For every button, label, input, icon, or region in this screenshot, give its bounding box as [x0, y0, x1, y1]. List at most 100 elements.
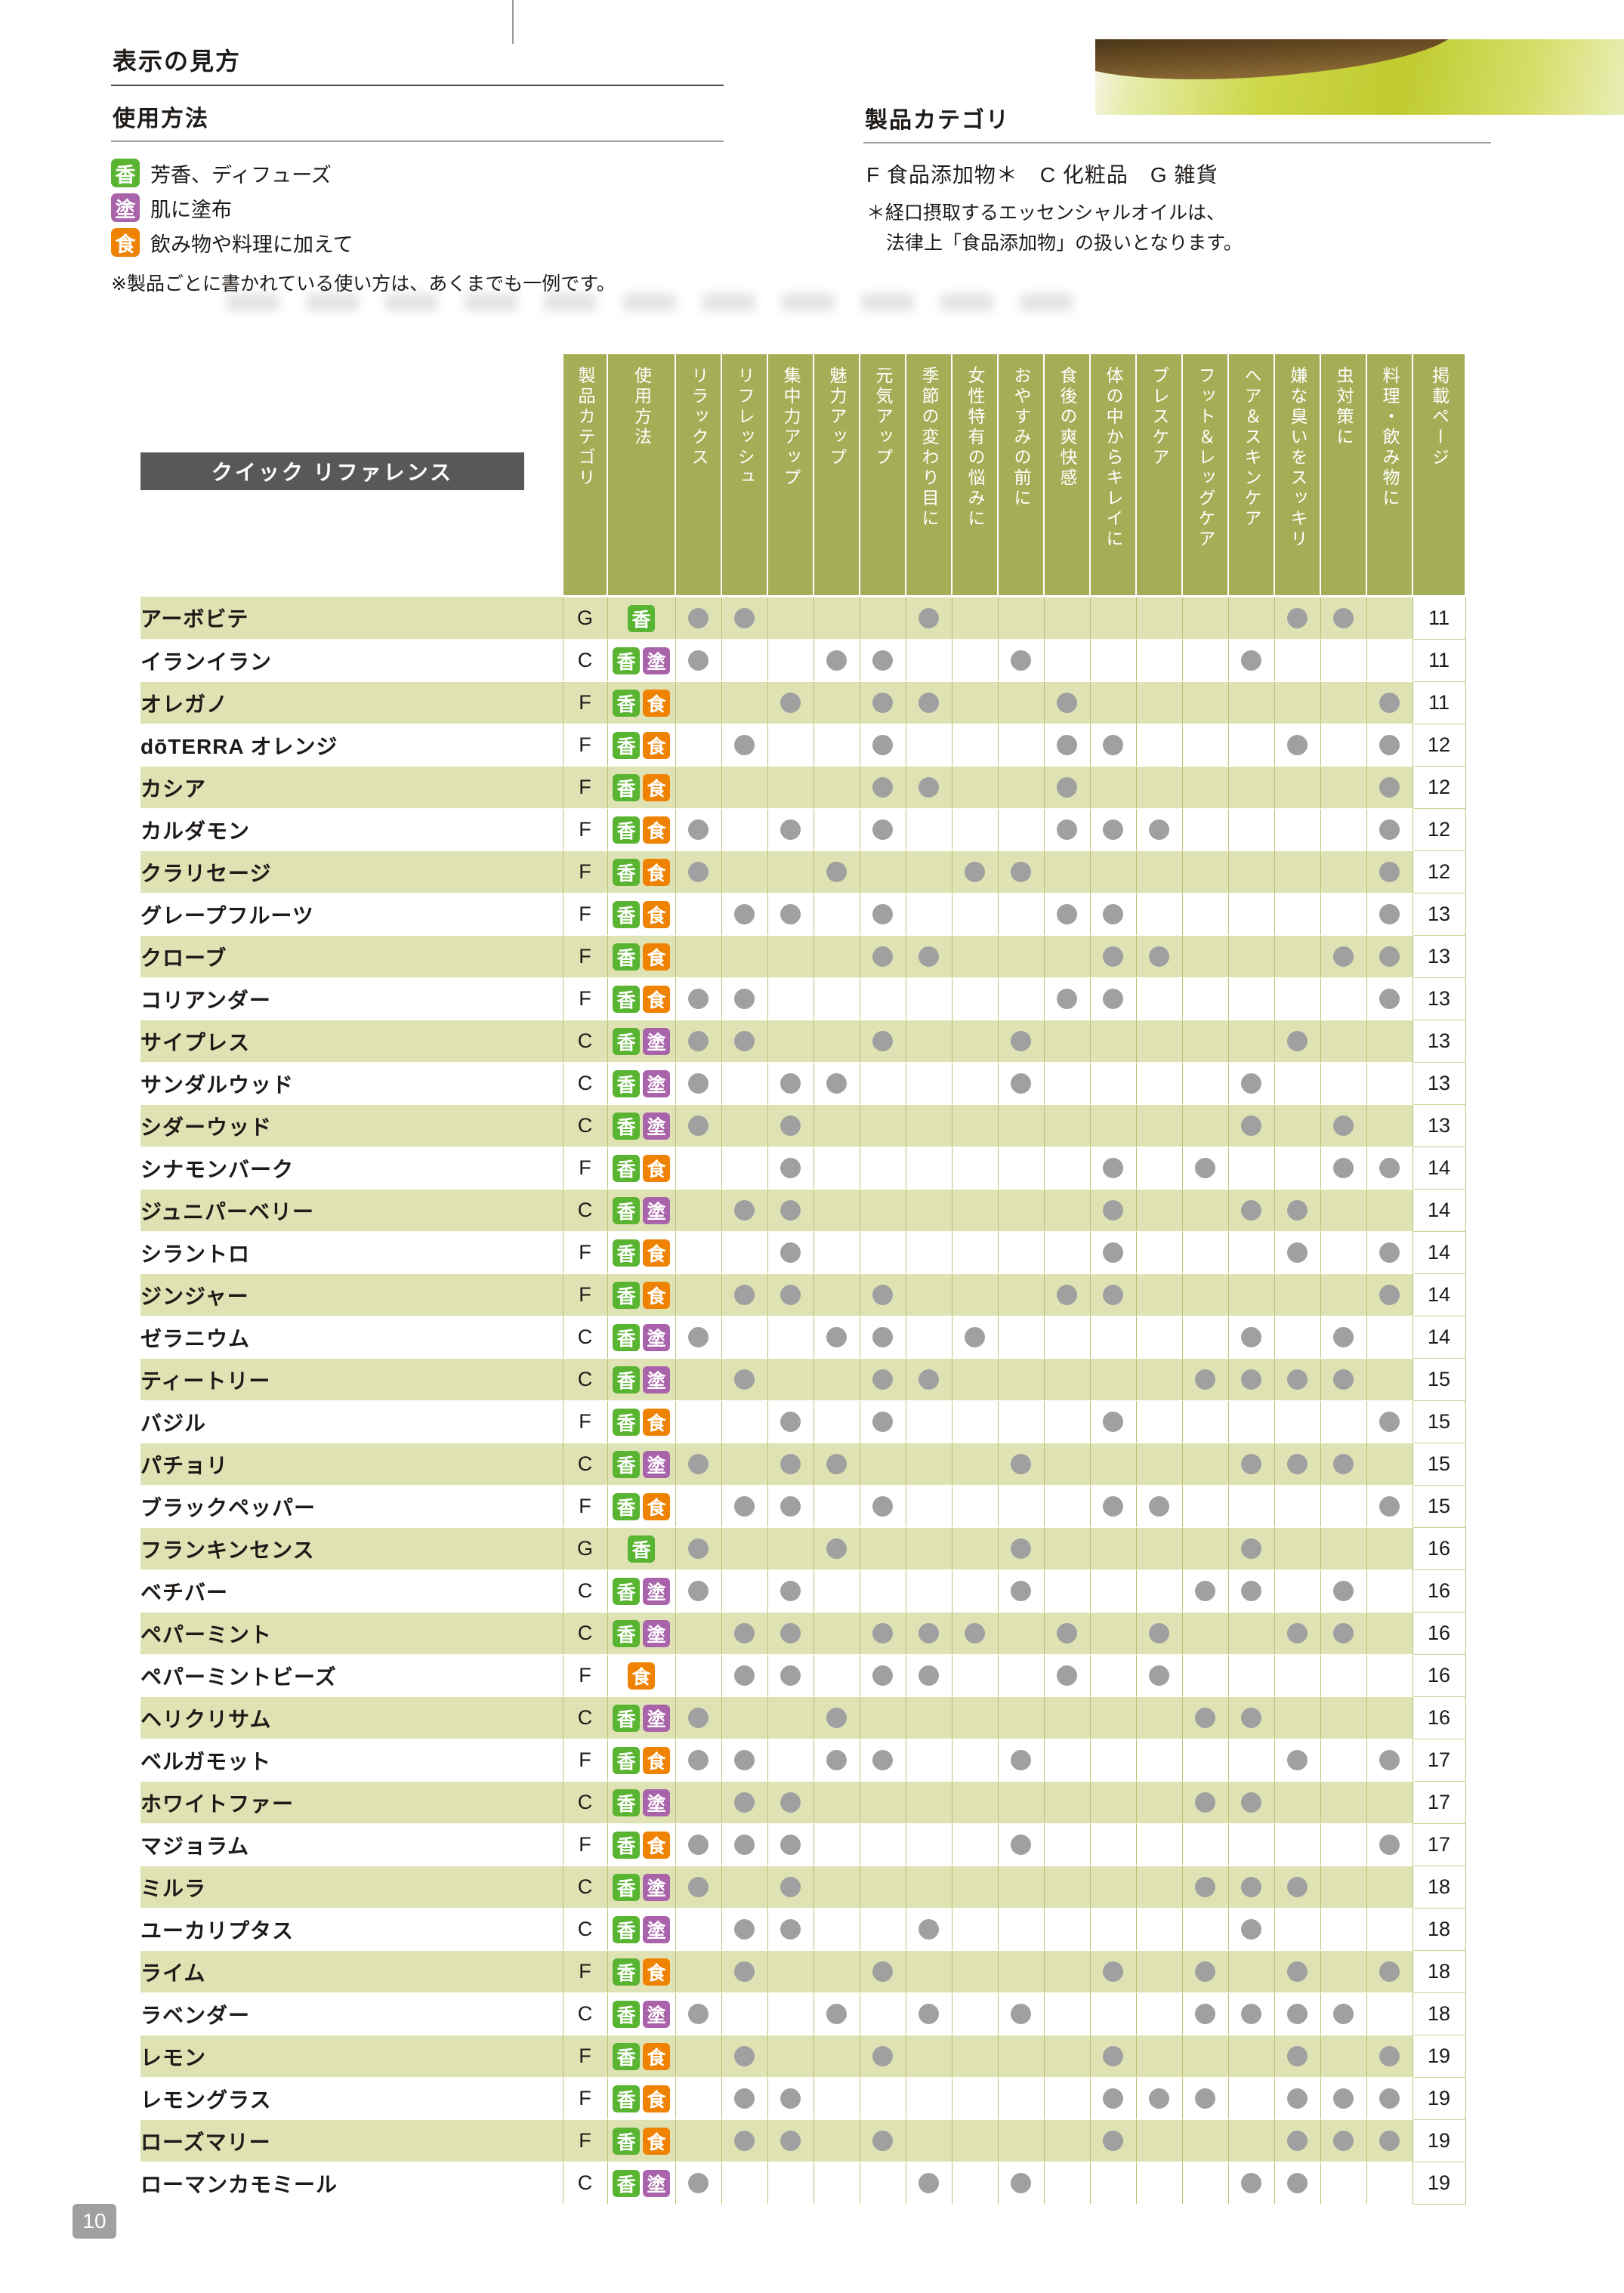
benefit-cell	[951, 977, 998, 1020]
col-benefit-16: 料理・飲み物に	[1366, 354, 1413, 597]
benefit-dot	[1195, 1581, 1215, 1601]
benefit-cell	[1320, 850, 1366, 893]
product-category: F	[562, 1146, 607, 1190]
benefit-cell	[859, 1316, 906, 1359]
catalog-page-number: 12	[1412, 766, 1466, 809]
benefit-cell	[813, 1443, 860, 1486]
benefit-dot	[1103, 1412, 1123, 1432]
benefit-cell	[1274, 1950, 1320, 1993]
usage-legend-label: 肌に塗布	[150, 198, 232, 221]
benefit-cell	[859, 2077, 906, 2120]
benefit-cell	[1366, 1316, 1413, 1359]
product-row: グレープフルーツ F 香食 13	[140, 893, 1466, 936]
usage-icon-香: 香	[613, 1831, 640, 1859]
benefit-cell	[1320, 893, 1366, 936]
benefit-cell	[859, 2119, 906, 2162]
benefit-cell	[951, 1866, 998, 1909]
benefit-cell	[675, 1527, 721, 1570]
benefit-cell	[859, 1823, 906, 1866]
benefit-cell	[675, 1231, 721, 1274]
benefit-dot	[1287, 2173, 1308, 2193]
benefit-dot	[1287, 1961, 1308, 1982]
benefit-dot	[1011, 1031, 1031, 1051]
benefit-dot	[872, 693, 893, 713]
benefit-cell	[1366, 1654, 1413, 1697]
catalog-page-number: 18	[1412, 1908, 1466, 1951]
benefit-cell	[1089, 1696, 1136, 1739]
product-row: ライム F 香食 18	[140, 1950, 1466, 1993]
usage-icons: 香食	[607, 850, 675, 893]
benefit-cell	[675, 766, 721, 809]
benefit-dot	[1379, 989, 1400, 1009]
product-category: F	[562, 1950, 607, 1993]
benefit-dot	[1287, 608, 1308, 628]
benefit-dot	[872, 1961, 893, 1982]
catalog-page-number: 11	[1412, 639, 1466, 682]
benefit-cell	[859, 1189, 906, 1232]
benefit-dot	[1379, 2088, 1400, 2109]
benefit-cell	[1227, 1020, 1274, 1063]
usage-icon-食: 食	[643, 900, 670, 928]
benefit-cell	[1227, 1231, 1274, 1274]
benefit-cell	[997, 1104, 1044, 1147]
benefit-cell	[675, 2162, 721, 2205]
benefit-dot	[826, 1750, 847, 1770]
benefit-cell	[1135, 2077, 1182, 2120]
benefit-dot	[872, 904, 893, 924]
benefit-cell	[905, 2077, 952, 2120]
benefit-cell	[951, 724, 998, 767]
benefit-cell	[1366, 681, 1413, 724]
benefit-cell	[905, 2119, 952, 2162]
product-row: ジュニパーベリー C 香塗 14	[140, 1189, 1466, 1232]
col-benefit-8: おやすみの前に	[997, 354, 1044, 597]
benefit-cell	[859, 1146, 906, 1190]
usage-icon-香: 香	[613, 647, 640, 674]
benefit-dot	[872, 650, 893, 671]
col-category: 製品カテゴリ	[562, 354, 607, 597]
benefit-cell	[813, 850, 860, 893]
benefit-cell	[1274, 2077, 1320, 2120]
catalog-page-number: 13	[1412, 977, 1466, 1020]
product-category: F	[562, 850, 607, 893]
benefit-cell	[1274, 1569, 1320, 1613]
benefit-cell	[1043, 1400, 1090, 1443]
usage-icons: 香食	[607, 808, 675, 851]
benefit-cell	[997, 1062, 1044, 1105]
benefit-cell	[721, 1485, 767, 1528]
benefit-dot	[1241, 1073, 1261, 1094]
usage-icon-食: 食	[643, 943, 670, 971]
usage-icon-香: 香	[628, 604, 655, 632]
usage-icon-香: 香	[613, 731, 640, 759]
benefit-cell	[675, 1739, 721, 1782]
usage-icon-香: 香	[613, 1366, 640, 1393]
usage-icons: 香	[607, 1527, 675, 1570]
benefit-cell	[721, 1316, 767, 1359]
benefit-cell	[997, 1823, 1044, 1866]
benefit-cell	[1043, 1866, 1090, 1909]
benefit-cell	[1043, 1316, 1090, 1359]
benefit-dot	[1011, 862, 1031, 882]
benefit-cell	[1089, 1527, 1136, 1570]
benefit-dot	[1195, 1877, 1215, 1897]
benefit-cell	[951, 1062, 998, 1105]
product-name: ティートリー	[140, 1358, 563, 1401]
benefit-cell	[997, 1696, 1044, 1739]
benefit-cell	[767, 724, 814, 767]
benefit-cell	[1181, 1062, 1228, 1105]
usage-icons: 香塗	[607, 1316, 675, 1359]
benefit-dot	[734, 2088, 755, 2109]
benefit-cell	[813, 2119, 860, 2162]
usage-icons: 香塗	[607, 1992, 675, 2035]
benefit-dot	[1333, 608, 1354, 628]
benefit-cell	[1089, 1781, 1136, 1824]
benefit-cell	[675, 1062, 721, 1105]
benefit-dot	[826, 862, 847, 882]
benefit-cell	[1043, 808, 1090, 851]
usage-icon-塗: 塗	[643, 1619, 670, 1647]
catalog-page-number: 15	[1412, 1358, 1466, 1401]
usage-icon-食: 食	[643, 985, 670, 1013]
benefit-dot	[688, 1750, 709, 1770]
benefit-cell	[1320, 1189, 1366, 1232]
product-category: F	[562, 2077, 607, 2120]
usage-icons: 香食	[607, 893, 675, 936]
